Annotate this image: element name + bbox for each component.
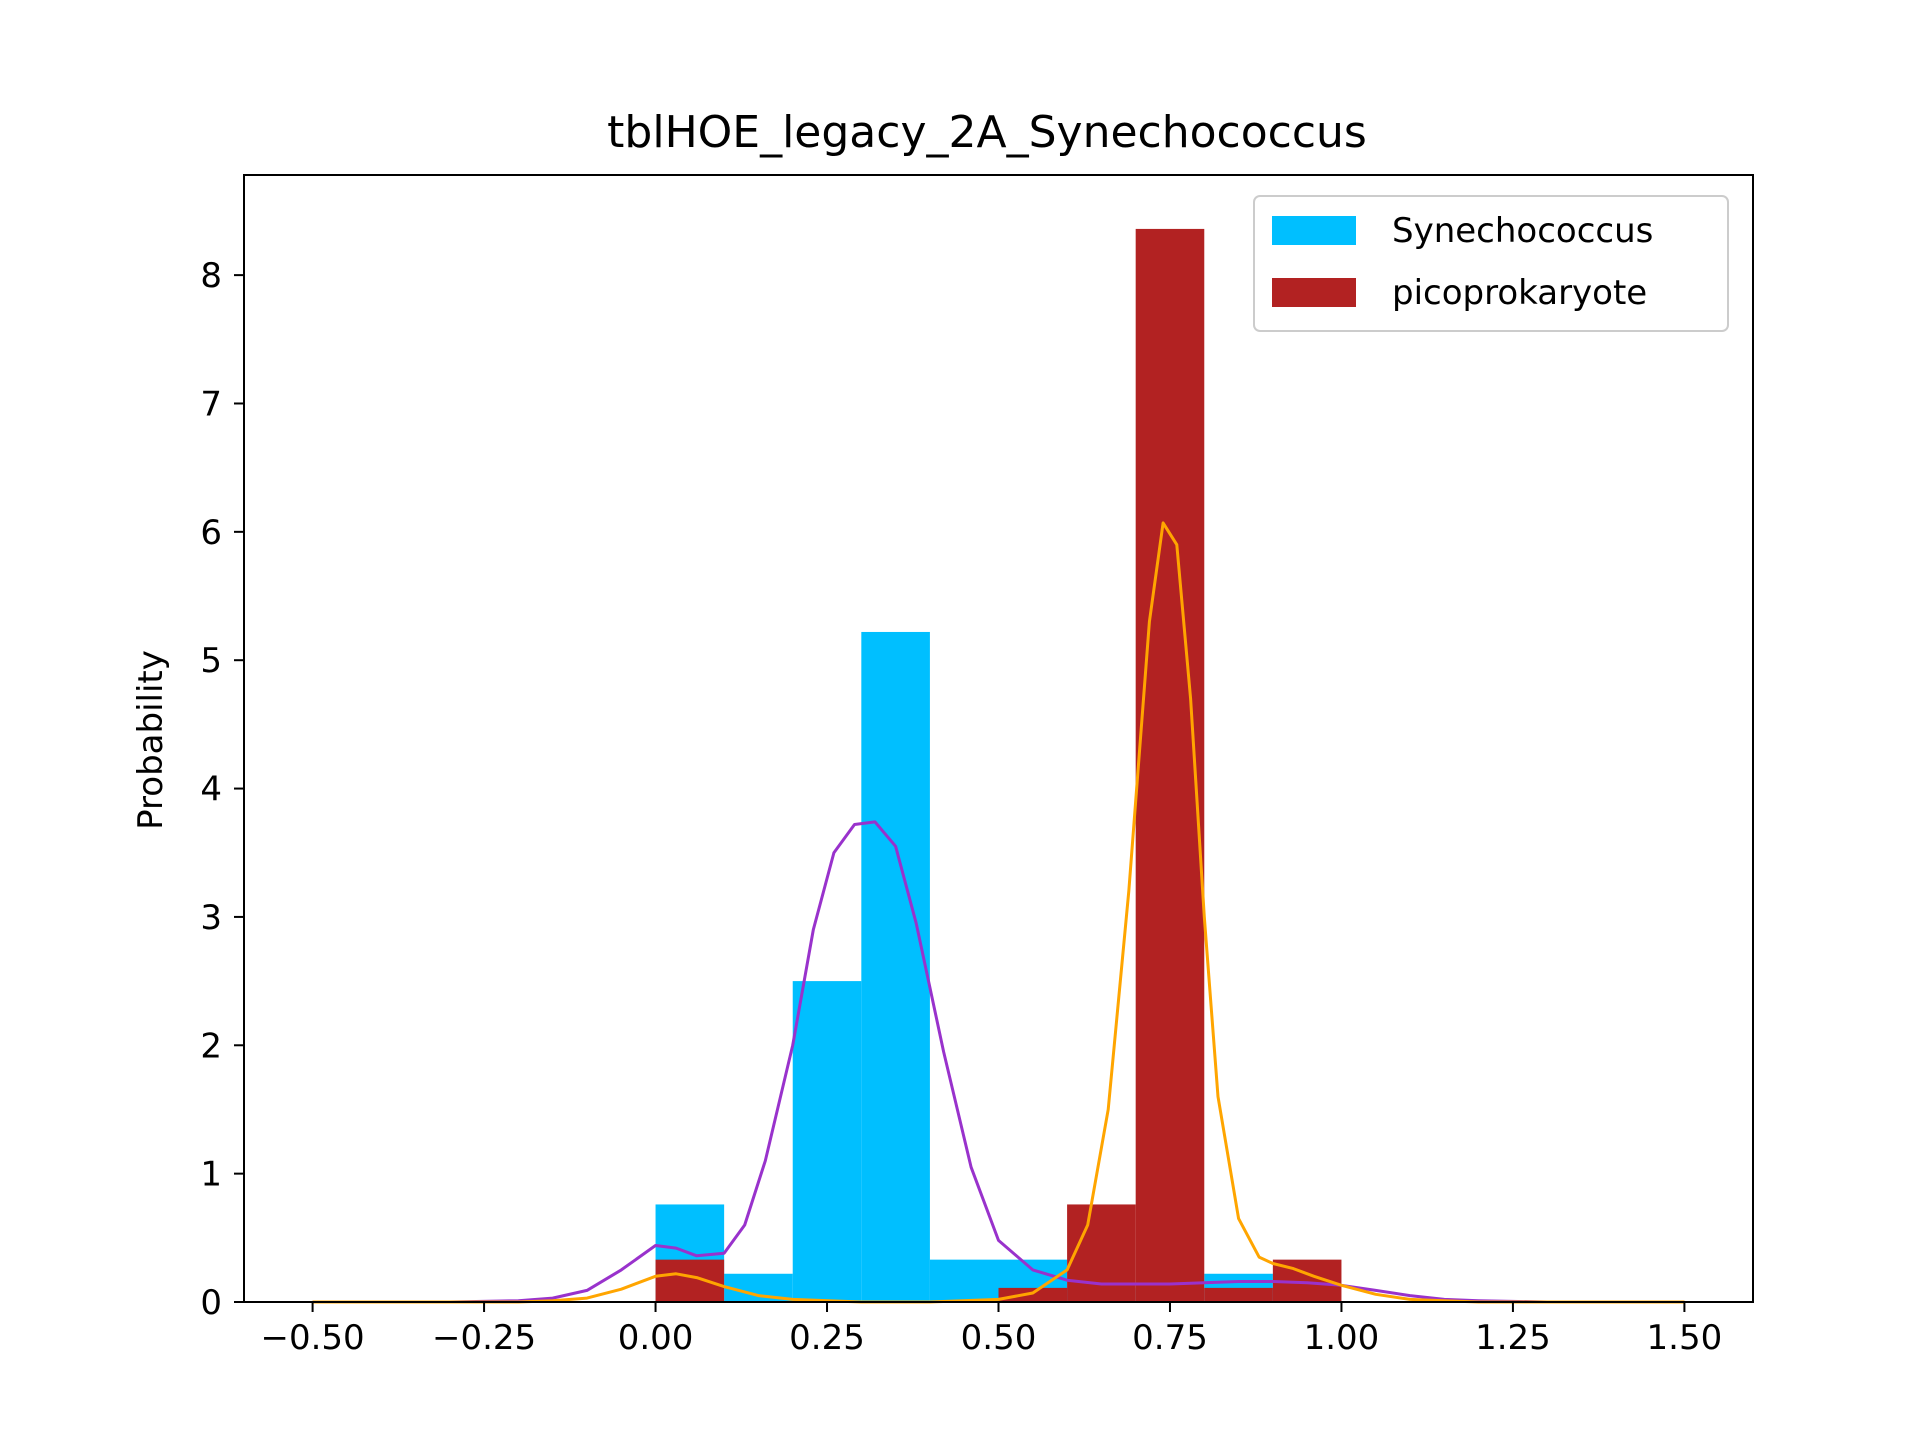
legend-swatch-synechococcus	[1272, 216, 1356, 245]
x-tick-label: 0.50	[961, 1318, 1037, 1358]
legend-box	[1253, 195, 1729, 332]
density-curve-1	[312, 521, 1685, 1304]
x-tick-label: −0.50	[260, 1318, 364, 1358]
x-tick-label: 0.75	[1132, 1318, 1208, 1358]
y-tick-label: 4	[200, 770, 222, 810]
legend-label-picoprokaryote: picoprokaryote	[1392, 273, 1647, 313]
x-tick-label: −0.25	[432, 1318, 536, 1358]
x-tick-label: 0.25	[789, 1318, 865, 1358]
density-curve-0	[312, 820, 1685, 1304]
y-tick-label: 7	[200, 384, 222, 424]
x-tick-label: 1.00	[1304, 1318, 1380, 1358]
legend-swatch-picoprokaryote	[1272, 278, 1356, 307]
y-tick-label: 8	[200, 256, 222, 296]
y-tick-label: 3	[200, 898, 222, 938]
legend: Synechococcus picoprokaryote	[1253, 195, 1729, 332]
x-tick-label: 1.50	[1647, 1318, 1723, 1358]
plot-frame	[243, 174, 1754, 1303]
series-synechococcus-bars	[655, 631, 1273, 1302]
x-tick-label: 0.00	[618, 1318, 694, 1358]
y-axis-label: Probability	[131, 650, 171, 830]
bar-picoprokaryote-6	[1067, 1204, 1136, 1302]
y-tick-label: 0	[200, 1283, 222, 1323]
y-tick-label: 2	[200, 1026, 222, 1066]
bar-synechococcus-4	[929, 1259, 999, 1302]
y-tick-label: 1	[200, 1155, 222, 1195]
bar-picoprokaryote-8	[1204, 1287, 1273, 1302]
series-picoprokaryote-bars	[655, 228, 1342, 1303]
bar-picoprokaryote-5	[998, 1287, 1068, 1302]
y-tick-label: 6	[200, 513, 222, 553]
x-axis: −0.50 −0.25 0.00 0.25 0.50 0.75 1.00 1.25 1.50	[260, 1302, 1722, 1358]
x-tick-label: 1.25	[1475, 1318, 1551, 1358]
bar-synechococcus-2	[792, 981, 862, 1302]
bar-synechococcus-3	[861, 631, 930, 1302]
bar-picoprokaryote-0	[655, 1259, 725, 1302]
chart-title: tblHOE_legacy_2A_Synechococcus	[607, 107, 1367, 158]
plot-area	[243, 174, 1754, 1304]
y-axis: 0 1 2 3 4 5 6 7 8	[200, 256, 244, 1323]
legend-label-synechococcus: Synechococcus	[1392, 211, 1653, 251]
y-tick-label: 5	[200, 641, 222, 681]
bar-picoprokaryote-7	[1135, 228, 1205, 1303]
